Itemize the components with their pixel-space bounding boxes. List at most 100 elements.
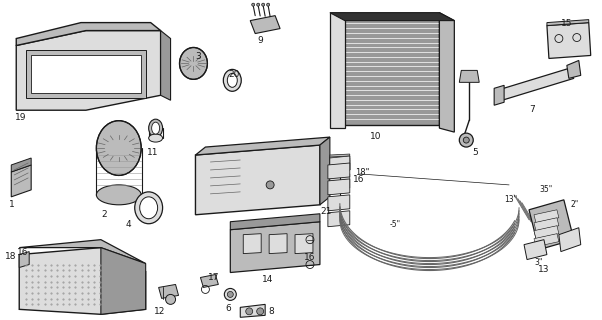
- Text: 19: 19: [15, 113, 26, 122]
- Polygon shape: [524, 240, 547, 260]
- Polygon shape: [534, 210, 559, 223]
- Text: 10: 10: [370, 132, 381, 141]
- Circle shape: [246, 308, 253, 315]
- Polygon shape: [158, 284, 179, 298]
- Polygon shape: [19, 240, 146, 264]
- Polygon shape: [330, 158, 350, 172]
- Polygon shape: [529, 200, 574, 250]
- Polygon shape: [330, 13, 455, 20]
- Text: 35": 35": [539, 185, 552, 194]
- Ellipse shape: [228, 73, 237, 87]
- Ellipse shape: [152, 122, 160, 134]
- Polygon shape: [330, 154, 350, 172]
- Circle shape: [228, 292, 234, 297]
- Polygon shape: [11, 158, 31, 172]
- Text: 13": 13": [504, 195, 517, 204]
- Polygon shape: [547, 23, 591, 59]
- Ellipse shape: [179, 47, 208, 79]
- Bar: [26, 51, 146, 98]
- Text: 6: 6: [225, 304, 231, 313]
- Polygon shape: [328, 179, 350, 195]
- Text: 1: 1: [9, 200, 15, 209]
- Text: 3: 3: [196, 52, 201, 61]
- Polygon shape: [16, 23, 161, 45]
- Ellipse shape: [149, 119, 163, 137]
- Polygon shape: [16, 31, 161, 110]
- Text: 8: 8: [268, 307, 274, 316]
- Polygon shape: [340, 16, 439, 125]
- Text: 15: 15: [561, 19, 573, 28]
- Polygon shape: [250, 16, 280, 34]
- Polygon shape: [330, 156, 350, 172]
- Ellipse shape: [149, 134, 163, 142]
- Polygon shape: [101, 248, 146, 314]
- Ellipse shape: [140, 197, 158, 219]
- Text: 16: 16: [304, 252, 315, 261]
- Text: 9: 9: [257, 36, 263, 44]
- Text: 12: 12: [154, 307, 165, 316]
- Polygon shape: [439, 13, 455, 132]
- Polygon shape: [231, 214, 320, 230]
- Text: 2: 2: [101, 210, 107, 219]
- Text: 14: 14: [262, 275, 273, 284]
- Polygon shape: [200, 275, 219, 287]
- Polygon shape: [161, 31, 170, 100]
- Circle shape: [464, 137, 470, 143]
- Polygon shape: [534, 234, 559, 247]
- Text: 11: 11: [147, 148, 158, 157]
- Polygon shape: [330, 156, 350, 172]
- Ellipse shape: [96, 185, 141, 205]
- Circle shape: [262, 3, 265, 6]
- Polygon shape: [494, 85, 504, 105]
- Bar: [31, 55, 141, 93]
- Polygon shape: [243, 234, 261, 253]
- Text: -5": -5": [389, 220, 401, 229]
- Polygon shape: [330, 174, 350, 190]
- Polygon shape: [534, 226, 559, 239]
- Polygon shape: [497, 68, 574, 100]
- Polygon shape: [534, 218, 559, 231]
- Text: 4: 4: [125, 220, 131, 229]
- Text: 18": 18": [355, 168, 369, 177]
- Polygon shape: [328, 195, 350, 211]
- Polygon shape: [240, 304, 265, 317]
- Text: 16: 16: [17, 248, 29, 257]
- Text: 16: 16: [353, 175, 364, 184]
- Polygon shape: [295, 234, 313, 253]
- Circle shape: [252, 3, 255, 6]
- Polygon shape: [196, 145, 320, 215]
- Text: 7: 7: [529, 105, 535, 114]
- Polygon shape: [196, 137, 330, 155]
- Circle shape: [266, 181, 274, 189]
- Circle shape: [459, 133, 473, 147]
- Circle shape: [267, 3, 270, 6]
- Circle shape: [256, 3, 259, 6]
- Polygon shape: [19, 248, 146, 314]
- Polygon shape: [567, 60, 581, 78]
- Circle shape: [225, 288, 236, 300]
- Polygon shape: [559, 228, 581, 252]
- Polygon shape: [547, 20, 589, 26]
- Text: 20: 20: [228, 70, 240, 79]
- Text: 18: 18: [5, 252, 16, 260]
- Polygon shape: [11, 165, 31, 197]
- Polygon shape: [19, 252, 29, 268]
- Text: 17: 17: [208, 273, 220, 282]
- Ellipse shape: [223, 69, 241, 91]
- Polygon shape: [330, 13, 345, 128]
- Text: 2": 2": [571, 200, 579, 209]
- Polygon shape: [269, 234, 287, 253]
- Polygon shape: [320, 137, 330, 205]
- Circle shape: [256, 308, 264, 315]
- Polygon shape: [330, 160, 350, 172]
- Ellipse shape: [135, 192, 163, 224]
- Polygon shape: [328, 211, 350, 227]
- Text: 13: 13: [538, 265, 550, 274]
- Circle shape: [166, 294, 176, 304]
- Text: 5: 5: [472, 148, 478, 157]
- Polygon shape: [231, 222, 320, 273]
- Text: 21: 21: [320, 207, 331, 216]
- Polygon shape: [459, 70, 479, 82]
- Polygon shape: [328, 163, 350, 179]
- Ellipse shape: [96, 121, 141, 175]
